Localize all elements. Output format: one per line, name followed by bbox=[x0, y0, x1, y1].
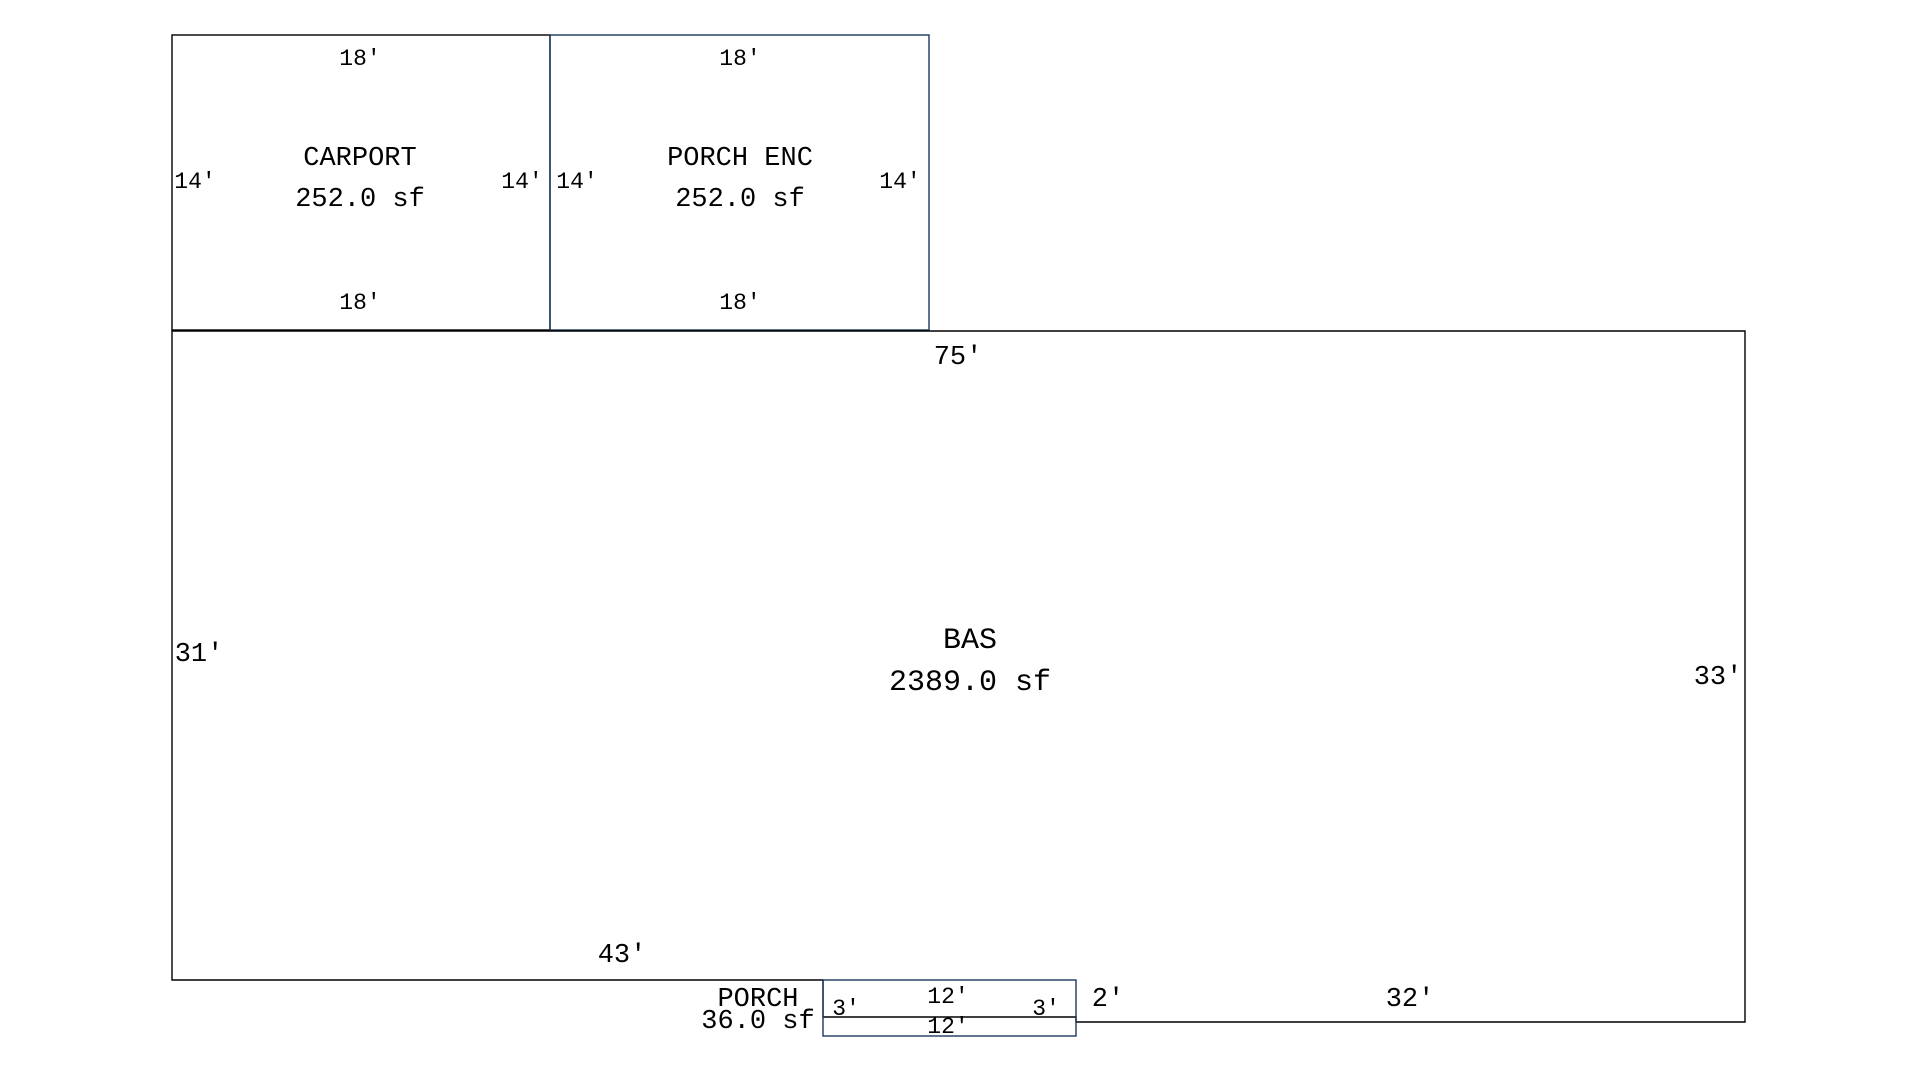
svg-text:PORCH ENC: PORCH ENC bbox=[667, 144, 813, 174]
svg-text:BAS: BAS bbox=[943, 624, 997, 658]
svg-text:18': 18' bbox=[719, 290, 760, 316]
svg-text:33': 33' bbox=[1694, 663, 1743, 693]
svg-text:14': 14' bbox=[501, 169, 542, 195]
svg-text:31': 31' bbox=[175, 640, 224, 670]
svg-text:14': 14' bbox=[556, 169, 597, 195]
svg-text:3': 3' bbox=[832, 996, 860, 1022]
svg-text:252.0 sf: 252.0 sf bbox=[675, 185, 805, 215]
svg-text:18': 18' bbox=[719, 46, 760, 72]
svg-text:43': 43' bbox=[598, 941, 647, 971]
svg-text:3': 3' bbox=[1032, 996, 1060, 1022]
svg-text:12': 12' bbox=[927, 1014, 968, 1040]
svg-text:75': 75' bbox=[934, 343, 983, 373]
svg-text:36.0 sf: 36.0 sf bbox=[701, 1007, 814, 1037]
svg-text:CARPORT: CARPORT bbox=[303, 144, 416, 174]
svg-text:14': 14' bbox=[879, 169, 920, 195]
svg-text:2': 2' bbox=[1092, 985, 1124, 1015]
svg-text:252.0 sf: 252.0 sf bbox=[295, 185, 425, 215]
svg-text:18': 18' bbox=[339, 46, 380, 72]
svg-text:32': 32' bbox=[1386, 985, 1435, 1015]
svg-text:18': 18' bbox=[339, 290, 380, 316]
svg-text:12': 12' bbox=[927, 984, 968, 1010]
svg-text:2389.0 sf: 2389.0 sf bbox=[889, 666, 1051, 700]
svg-text:14': 14' bbox=[174, 169, 215, 195]
